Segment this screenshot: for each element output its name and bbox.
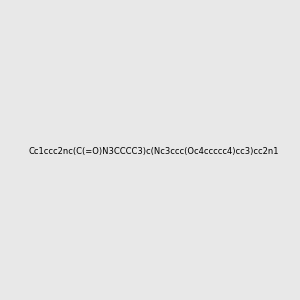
Text: Cc1ccc2nc(C(=O)N3CCCC3)c(Nc3ccc(Oc4ccccc4)cc3)cc2n1: Cc1ccc2nc(C(=O)N3CCCC3)c(Nc3ccc(Oc4ccccc… (28, 147, 279, 156)
